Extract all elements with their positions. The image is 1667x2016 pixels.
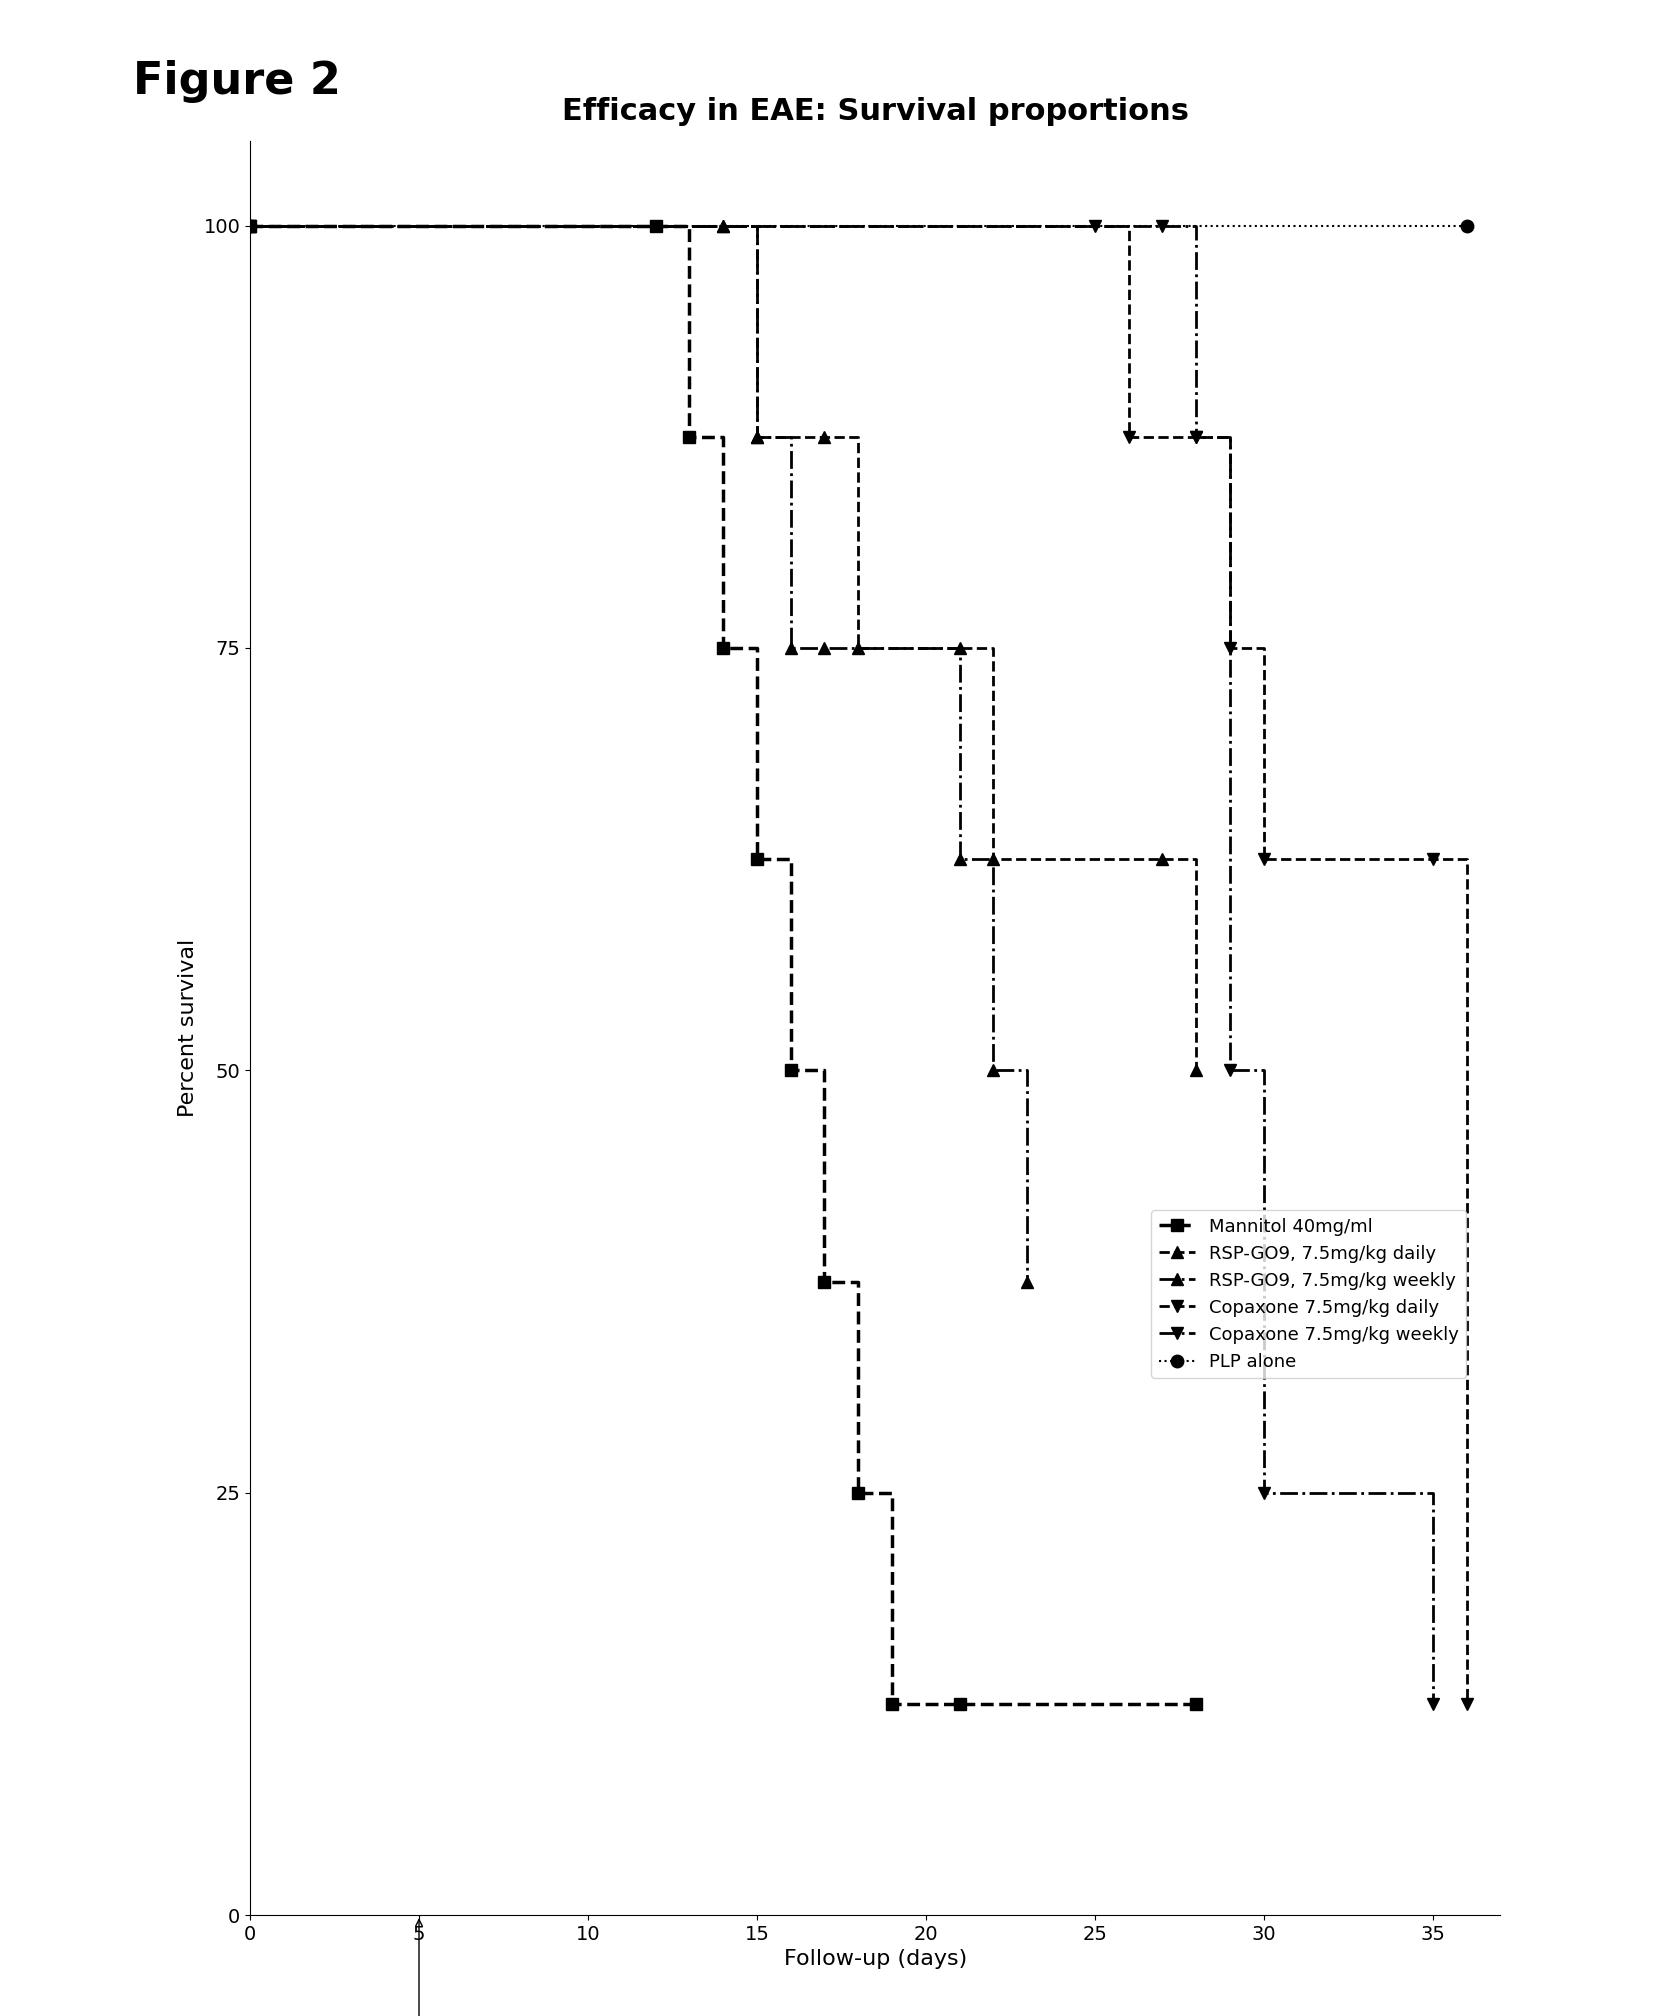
RSP-GO9, 7.5mg/kg weekly <box>713 214 733 238</box>
Mannitol 40mg/ml <box>713 635 733 659</box>
Title: Efficacy in EAE: Survival proportions: Efficacy in EAE: Survival proportions <box>562 97 1189 127</box>
Text: Start of treatment: Start of treatment <box>343 1919 493 2016</box>
RSP-GO9, 7.5mg/kg daily <box>1187 1058 1207 1083</box>
RSP-GO9, 7.5mg/kg daily <box>747 425 767 450</box>
Mannitol 40mg/ml <box>849 1480 869 1504</box>
Line: Copaxone 7.5mg/kg daily: Copaxone 7.5mg/kg daily <box>243 220 1472 1710</box>
RSP-GO9, 7.5mg/kg weekly <box>1017 1270 1037 1294</box>
Mannitol 40mg/ml <box>882 1691 902 1716</box>
Mannitol 40mg/ml <box>780 1058 800 1083</box>
RSP-GO9, 7.5mg/kg weekly <box>984 1058 1004 1083</box>
RSP-GO9, 7.5mg/kg weekly <box>747 425 767 450</box>
RSP-GO9, 7.5mg/kg weekly <box>240 214 260 238</box>
Copaxone 7.5mg/kg daily <box>1422 847 1442 871</box>
Copaxone 7.5mg/kg daily <box>240 214 260 238</box>
Mannitol 40mg/ml <box>645 214 665 238</box>
RSP-GO9, 7.5mg/kg daily <box>240 214 260 238</box>
RSP-GO9, 7.5mg/kg daily <box>713 214 733 238</box>
RSP-GO9, 7.5mg/kg daily <box>984 847 1004 871</box>
RSP-GO9, 7.5mg/kg daily <box>849 635 869 659</box>
Copaxone 7.5mg/kg weekly <box>1187 425 1207 450</box>
Line: Mannitol 40mg/ml: Mannitol 40mg/ml <box>243 220 1202 1710</box>
Mannitol 40mg/ml <box>240 214 260 238</box>
Copaxone 7.5mg/kg daily <box>1119 425 1139 450</box>
Mannitol 40mg/ml <box>950 1691 970 1716</box>
RSP-GO9, 7.5mg/kg daily <box>1152 847 1172 871</box>
Copaxone 7.5mg/kg daily <box>1254 847 1274 871</box>
Line: RSP-GO9, 7.5mg/kg weekly: RSP-GO9, 7.5mg/kg weekly <box>243 220 1034 1288</box>
Copaxone 7.5mg/kg weekly <box>1152 214 1172 238</box>
Copaxone 7.5mg/kg weekly <box>1422 1691 1442 1716</box>
Y-axis label: Percent survival: Percent survival <box>178 939 198 1117</box>
Text: Figure 2: Figure 2 <box>133 60 342 103</box>
RSP-GO9, 7.5mg/kg daily <box>950 635 970 659</box>
Copaxone 7.5mg/kg daily <box>1187 425 1207 450</box>
RSP-GO9, 7.5mg/kg daily <box>815 425 835 450</box>
Line: Copaxone 7.5mg/kg weekly: Copaxone 7.5mg/kg weekly <box>243 220 1439 1710</box>
X-axis label: Follow-up (days): Follow-up (days) <box>783 1949 967 1970</box>
Legend: Mannitol 40mg/ml, RSP-GO9, 7.5mg/kg daily, RSP-GO9, 7.5mg/kg weekly, Copaxone 7.: Mannitol 40mg/ml, RSP-GO9, 7.5mg/kg dail… <box>1152 1210 1467 1379</box>
RSP-GO9, 7.5mg/kg weekly <box>780 635 800 659</box>
Copaxone 7.5mg/kg weekly <box>240 214 260 238</box>
Copaxone 7.5mg/kg weekly <box>1254 1480 1274 1504</box>
RSP-GO9, 7.5mg/kg weekly <box>950 847 970 871</box>
Mannitol 40mg/ml <box>747 847 767 871</box>
RSP-GO9, 7.5mg/kg weekly <box>815 635 835 659</box>
Mannitol 40mg/ml <box>815 1270 835 1294</box>
Mannitol 40mg/ml <box>1187 1691 1207 1716</box>
Copaxone 7.5mg/kg daily <box>1220 635 1240 659</box>
Copaxone 7.5mg/kg weekly <box>1220 1058 1240 1083</box>
Copaxone 7.5mg/kg daily <box>1457 1691 1477 1716</box>
Line: RSP-GO9, 7.5mg/kg daily: RSP-GO9, 7.5mg/kg daily <box>243 220 1202 1077</box>
Mannitol 40mg/ml <box>680 425 700 450</box>
Copaxone 7.5mg/kg daily <box>1085 214 1105 238</box>
